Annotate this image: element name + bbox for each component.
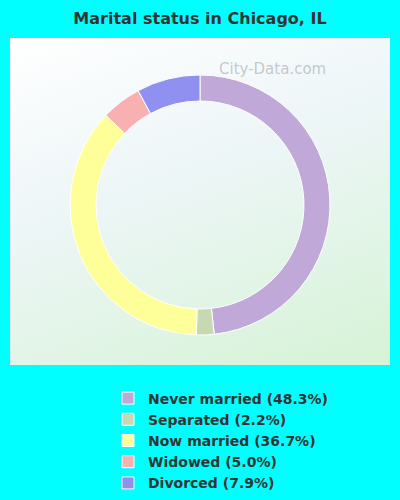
svg-text:City-Data.com: City-Data.com bbox=[219, 60, 326, 78]
svg-text:Now married (36.7%): Now married (36.7%) bbox=[148, 433, 316, 449]
svg-text:Separated (2.2%): Separated (2.2%) bbox=[148, 412, 286, 428]
svg-text:Widowed (5.0%): Widowed (5.0%) bbox=[148, 454, 277, 470]
svg-text:Marital status in Chicago, IL: Marital status in Chicago, IL bbox=[73, 9, 326, 28]
svg-text:Never married (48.3%): Never married (48.3%) bbox=[148, 391, 328, 407]
svg-text:Divorced (7.9%): Divorced (7.9%) bbox=[148, 475, 274, 491]
